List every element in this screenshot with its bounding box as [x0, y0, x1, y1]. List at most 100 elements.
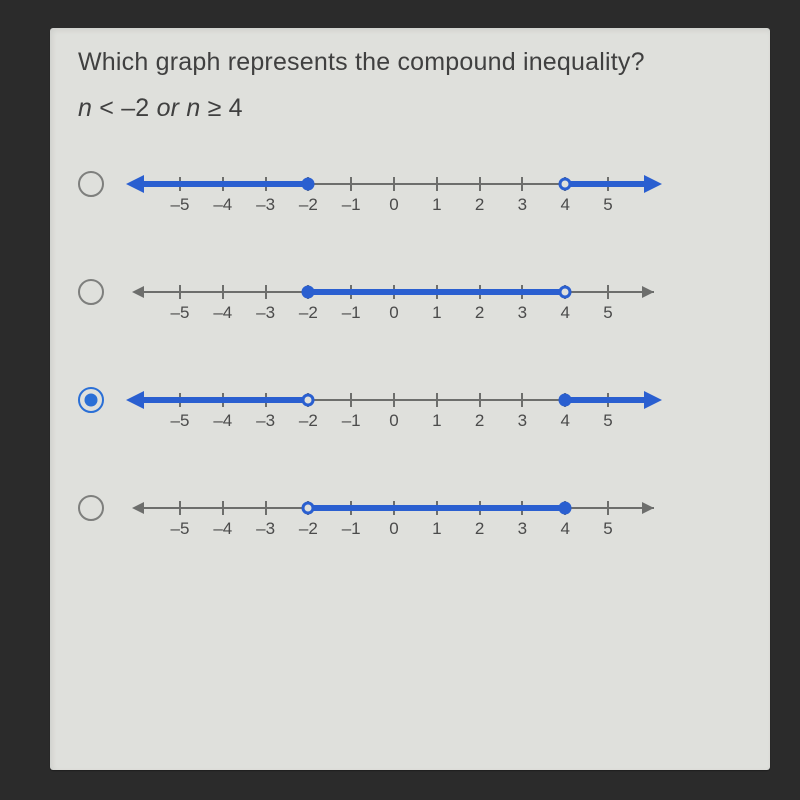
axis-label: 0: [389, 303, 398, 323]
axis-label: –3: [256, 411, 275, 431]
axis-tick: [393, 393, 395, 407]
axis-tick: [436, 177, 438, 191]
axis-arrow-right-icon: [642, 286, 654, 298]
open-point: [302, 393, 315, 406]
axis-label: 3: [518, 519, 527, 539]
axis-label: 2: [475, 195, 484, 215]
axis-label: 5: [603, 303, 612, 323]
axis-label: –2: [299, 411, 318, 431]
axis-label: –4: [213, 303, 232, 323]
question-text: Which graph represents the compound ineq…: [78, 46, 744, 80]
axis-label: 1: [432, 411, 441, 431]
axis-label: 0: [389, 411, 398, 431]
segment-arrow-left-icon: [126, 391, 144, 409]
number-line: –5 –4 –3 –2 –1 0 1 2 3 4 5: [134, 385, 654, 441]
inequality-text: n < –2 or n ≥ 4: [78, 94, 744, 123]
axis-tick: [222, 285, 224, 299]
shaded-segment: [565, 181, 648, 187]
screen-frame: Which graph represents the compound ineq…: [0, 0, 800, 800]
axis-label: –4: [213, 411, 232, 431]
axis-tick: [436, 393, 438, 407]
segment-arrow-left-icon: [126, 175, 144, 193]
axis-label: –1: [342, 303, 361, 323]
number-line: –5 –4 –3 –2 –1 0 1 2 3 4 5: [134, 277, 654, 333]
axis-label: –5: [171, 411, 190, 431]
axis-tick: [479, 177, 481, 191]
axis-tick: [179, 285, 181, 299]
axis-label: 4: [560, 195, 569, 215]
axis-label: –2: [299, 519, 318, 539]
axis-label: 4: [560, 411, 569, 431]
axis-tick: [521, 393, 523, 407]
option-radio[interactable]: [78, 279, 104, 305]
option-row: –5 –4 –3 –2 –1 0 1 2 3 4 5: [78, 385, 744, 441]
axis-label: 5: [603, 195, 612, 215]
closed-point: [302, 285, 315, 298]
number-line: –5–4–3–2–1012345: [134, 169, 654, 225]
axis-label: 5: [603, 519, 612, 539]
axis-tick: [479, 393, 481, 407]
axis-label: –4: [213, 519, 232, 539]
axis-tick: [607, 285, 609, 299]
open-point: [302, 501, 315, 514]
open-point: [559, 285, 572, 298]
closed-point: [302, 177, 315, 190]
number-line: –5 –4 –3 –2 –1 0 1 2 3 4 5: [134, 493, 654, 549]
shaded-segment: [140, 181, 308, 187]
segment-arrow-right-icon: [644, 175, 662, 193]
axis-label: 3: [518, 303, 527, 323]
shaded-segment: [308, 289, 565, 295]
axis-label: 2: [475, 411, 484, 431]
shaded-segment: [140, 397, 308, 403]
axis-label: 2: [475, 519, 484, 539]
axis-label: –3: [256, 519, 275, 539]
axis-label: 1: [432, 303, 441, 323]
shaded-segment: [565, 397, 648, 403]
axis-arrow-left-icon: [132, 286, 144, 298]
axis-label: –5: [171, 303, 190, 323]
axis-label: –3: [256, 195, 275, 215]
axis-tick: [521, 177, 523, 191]
question-panel: Which graph represents the compound ineq…: [50, 28, 770, 770]
axis-label: 0: [389, 195, 398, 215]
shaded-segment: [308, 505, 565, 511]
axis-label: 1: [432, 519, 441, 539]
axis-tick: [179, 501, 181, 515]
options-list: –5 –4 –3 –2 –1 0 1 2 3 4 5 –5 –4 –3 –2 –1 0 1 2 3 4 5 –5 –4 –3 –2…: [78, 169, 744, 549]
axis-label: –5: [171, 195, 190, 215]
option-radio[interactable]: [78, 171, 104, 197]
axis-label: –2: [299, 195, 318, 215]
axis-label: 5: [603, 411, 612, 431]
axis-tick: [393, 177, 395, 191]
axis-tick: [265, 501, 267, 515]
option-row: –5–4–3–2–1012345: [78, 169, 744, 225]
option-row: –5 –4 –3 –2 –1 0 1 2 3 4 5: [78, 277, 744, 333]
axis-tick: [265, 285, 267, 299]
axis-tick: [222, 501, 224, 515]
option-radio[interactable]: [78, 387, 104, 413]
axis-label: 0: [389, 519, 398, 539]
axis-label: 4: [560, 303, 569, 323]
axis-label: –5: [171, 519, 190, 539]
axis-label: –1: [342, 195, 361, 215]
axis-label: 2: [475, 303, 484, 323]
axis-tick: [350, 393, 352, 407]
option-radio[interactable]: [78, 495, 104, 521]
axis-label: –3: [256, 303, 275, 323]
segment-arrow-right-icon: [644, 391, 662, 409]
open-point: [559, 177, 572, 190]
axis-arrow-left-icon: [132, 502, 144, 514]
option-row: –5 –4 –3 –2 –1 0 1 2 3 4 5: [78, 493, 744, 549]
axis-label: 4: [560, 519, 569, 539]
closed-point: [559, 393, 572, 406]
axis-label: –2: [299, 303, 318, 323]
axis-tick: [607, 501, 609, 515]
axis-arrow-right-icon: [642, 502, 654, 514]
axis-label: –1: [342, 519, 361, 539]
axis-label: 3: [518, 195, 527, 215]
axis-tick: [350, 177, 352, 191]
axis-label: –1: [342, 411, 361, 431]
axis-label: 1: [432, 195, 441, 215]
closed-point: [559, 501, 572, 514]
axis-label: 3: [518, 411, 527, 431]
